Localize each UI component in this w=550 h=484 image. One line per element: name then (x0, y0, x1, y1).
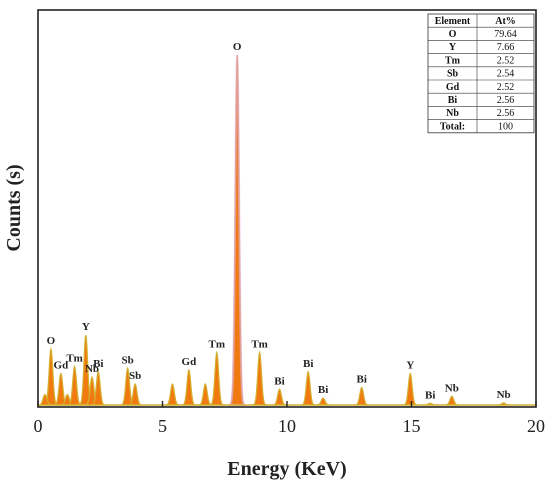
table-cell: 2.56 (497, 95, 515, 106)
peak-label: Bi (303, 358, 313, 370)
table-cell: Gd (446, 82, 460, 93)
spectrum-peak (197, 382, 214, 406)
table-cell: Bi (448, 95, 458, 106)
peak-label: Y (82, 321, 90, 333)
peak-label: Nb (445, 382, 459, 394)
peak-label: Bi (425, 389, 435, 401)
table-cell: Total: (440, 121, 465, 132)
spectrum-peak (300, 370, 318, 406)
table-cell: 2.52 (497, 82, 515, 93)
spectrum-peak (180, 368, 197, 406)
peak-label: Bi (274, 375, 284, 387)
peak-label: Bi (356, 374, 366, 386)
table-cell: Tm (445, 55, 461, 66)
peak-glow (228, 54, 246, 407)
spectrum-peak (164, 382, 181, 406)
spectrum-peak (315, 397, 331, 406)
table-cell: 2.52 (497, 55, 515, 66)
y-axis-title: Counts (s) (3, 164, 25, 251)
peak-label: O (233, 41, 242, 53)
peak-label: Tm (251, 339, 268, 351)
peak-label: Sb (129, 370, 141, 382)
peak-label: Tm (66, 353, 83, 365)
peak-label: Tm (209, 339, 226, 351)
x-tick-label: 10 (278, 416, 296, 436)
x-tick-label: 20 (527, 416, 545, 436)
table-cell: Nb (446, 108, 459, 119)
table-cell: 7.66 (497, 42, 515, 53)
table-border (427, 13, 535, 134)
peak-label: Nb (497, 389, 511, 401)
peak-label: Bi (93, 358, 103, 370)
table-cell: 2.56 (497, 108, 515, 119)
peak-label: Y (406, 360, 414, 372)
spectrum-peak (402, 372, 420, 406)
spectrum-peak (271, 388, 288, 406)
spectrum-peak (208, 350, 225, 406)
peak-label: Nb (85, 363, 99, 375)
x-axis-title: Energy (KeV) (227, 458, 346, 480)
peak-label: Gd (54, 360, 69, 372)
x-tick-label: 0 (34, 416, 43, 436)
peak-label: O (47, 335, 56, 347)
table-cell: Y (449, 42, 457, 53)
peak-label: Sb (121, 354, 133, 366)
axes-layer: 0 5 10 15 20 (34, 9, 545, 436)
spectrum-peak (251, 350, 268, 406)
x-tick-label: 5 (158, 416, 167, 436)
x-tick-label: 15 (403, 416, 421, 436)
table-header-cell: At% (495, 16, 516, 27)
table-cell: 2.54 (497, 69, 515, 80)
table-header-cell: Element (435, 16, 471, 27)
peak-label: Bi (318, 384, 328, 396)
table-cell: 79.64 (494, 29, 517, 40)
spectrum-peak (353, 386, 370, 406)
table-cell: 100 (498, 121, 513, 132)
peak-label: Gd (182, 356, 197, 368)
element-table: Element At% O 79.64 Y 7.66 Tm 2.52 Sb 2.54 Gd 2.52 B… (427, 13, 535, 134)
table-cell: Sb (447, 69, 459, 80)
spectrum-peak (444, 395, 460, 406)
table-cell: O (449, 29, 457, 40)
